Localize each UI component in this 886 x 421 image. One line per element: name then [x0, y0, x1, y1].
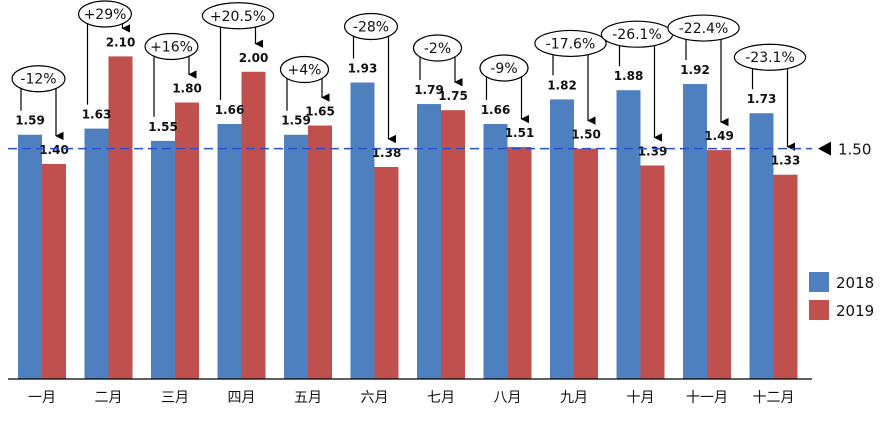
data-label-2019: 1.80: [172, 81, 202, 95]
legend-swatch: [809, 300, 829, 320]
data-label-2019: 1.39: [638, 144, 668, 158]
data-label-2019: 1.40: [39, 143, 69, 157]
change-bubble: [77, 0, 132, 28]
bar-2019: [640, 165, 665, 379]
reference-marker-icon: [818, 141, 831, 156]
data-label-2018: 1.82: [547, 78, 577, 92]
data-label-2019: 1.65: [305, 105, 335, 119]
data-label-2018: 1.55: [148, 120, 178, 134]
bar-2019: [175, 102, 199, 379]
data-label-2018: 1.73: [747, 92, 777, 106]
change-bubble: [667, 14, 740, 42]
x-tick-label: 十月: [627, 390, 655, 406]
change-bubble: [344, 12, 399, 41]
bar-2018: [616, 90, 641, 379]
x-tick-label: 二月: [95, 390, 123, 406]
change-label: -17.6%: [546, 36, 596, 52]
bar-2018: [84, 128, 109, 379]
data-label-2019: 1.49: [704, 129, 734, 143]
x-tick-label: 一月: [28, 390, 56, 406]
change-label: -23.1%: [745, 50, 795, 66]
x-tick-label: 十一月: [686, 390, 728, 406]
change-bubble: [201, 2, 275, 30]
change-bubble: [144, 32, 199, 61]
bars-layer: 1.591.401.632.101.551.801.662.001.591.65…: [15, 35, 800, 379]
annotations-layer: -12% +29% +16% +20.5% +4% -28% -2% -9% -17.6% -26…: [8, 0, 871, 159]
bar-2019: [374, 167, 399, 379]
change-bubble: [412, 34, 463, 62]
change-bubble: [11, 65, 66, 93]
bar-2018: [18, 134, 42, 379]
data-label-2019: 2.10: [106, 35, 136, 49]
x-tick-label: 四月: [228, 390, 256, 406]
data-label-2019: 2.00: [239, 51, 269, 65]
change-label: -12%: [20, 72, 56, 88]
change-label: +4%: [288, 63, 322, 79]
bar-2019: [42, 163, 66, 379]
change-bubble: [733, 43, 807, 71]
bar-2018: [550, 99, 574, 379]
x-tick-label: 七月: [427, 390, 455, 406]
x-tick-label: 三月: [161, 390, 189, 406]
bar-2018: [683, 84, 707, 379]
x-tick-label: 五月: [294, 390, 322, 406]
legend-label: 2019: [836, 302, 874, 320]
bar-2019: [773, 174, 798, 379]
data-label-2019: 1.51: [505, 126, 535, 140]
legend: 2018 2019: [809, 272, 874, 320]
data-label-2018: 1.63: [82, 108, 112, 122]
data-label-2018: 1.88: [614, 69, 644, 83]
bar-2019: [308, 125, 332, 379]
bar-2018: [350, 82, 375, 379]
x-tick-label: 八月: [494, 390, 522, 406]
data-label-2018: 1.93: [348, 62, 378, 76]
bar-2018: [217, 123, 242, 379]
data-label-2018: 1.59: [15, 114, 45, 128]
change-label: +20.5%: [210, 9, 266, 25]
reference-label: 1.50: [838, 141, 871, 159]
change-bubble: [534, 29, 607, 58]
bar-2018: [151, 140, 175, 379]
legend-label: 2018: [836, 274, 874, 292]
change-label: +29%: [84, 7, 127, 23]
change-bubble: [479, 54, 529, 82]
x-tick-label: 六月: [361, 390, 389, 406]
bar-2018: [284, 134, 308, 379]
data-label-2018: 1.66: [215, 103, 245, 117]
legend-swatch: [809, 272, 829, 292]
data-label-2018: 1.59: [281, 114, 311, 128]
data-label-2019: 1.38: [372, 146, 402, 160]
data-label-2019: 1.75: [438, 89, 468, 103]
data-label-2019: 1.33: [771, 154, 801, 168]
change-label: -22.4%: [679, 21, 729, 37]
x-tick-label: 十二月: [753, 390, 795, 406]
bar-2019: [707, 150, 731, 379]
change-label: -26.1%: [612, 27, 662, 43]
bar-2019: [108, 56, 133, 379]
bar-2019: [241, 71, 266, 379]
data-label-2018: 1.92: [680, 63, 710, 77]
data-label-2019: 1.50: [571, 128, 601, 142]
bar-2019: [574, 148, 598, 379]
bar-2019: [441, 110, 465, 379]
bar-2018: [483, 123, 508, 379]
bar-2019: [507, 147, 532, 379]
x-axis: 一月 二月 三月 四月 五月 六月 七月 八月 九月 十月 十一月 十二月: [8, 378, 812, 406]
change-label: +16%: [150, 39, 193, 55]
data-label-2018: 1.66: [481, 103, 511, 117]
bar-2018: [749, 113, 774, 379]
data-label-2018: 1.79: [414, 83, 444, 97]
change-label: -28%: [353, 20, 389, 36]
change-label: -9%: [490, 61, 517, 77]
change-bubble: [279, 55, 330, 84]
bar-2018: [417, 104, 441, 379]
x-tick-label: 九月: [560, 390, 588, 406]
change-label: -2%: [424, 41, 451, 57]
